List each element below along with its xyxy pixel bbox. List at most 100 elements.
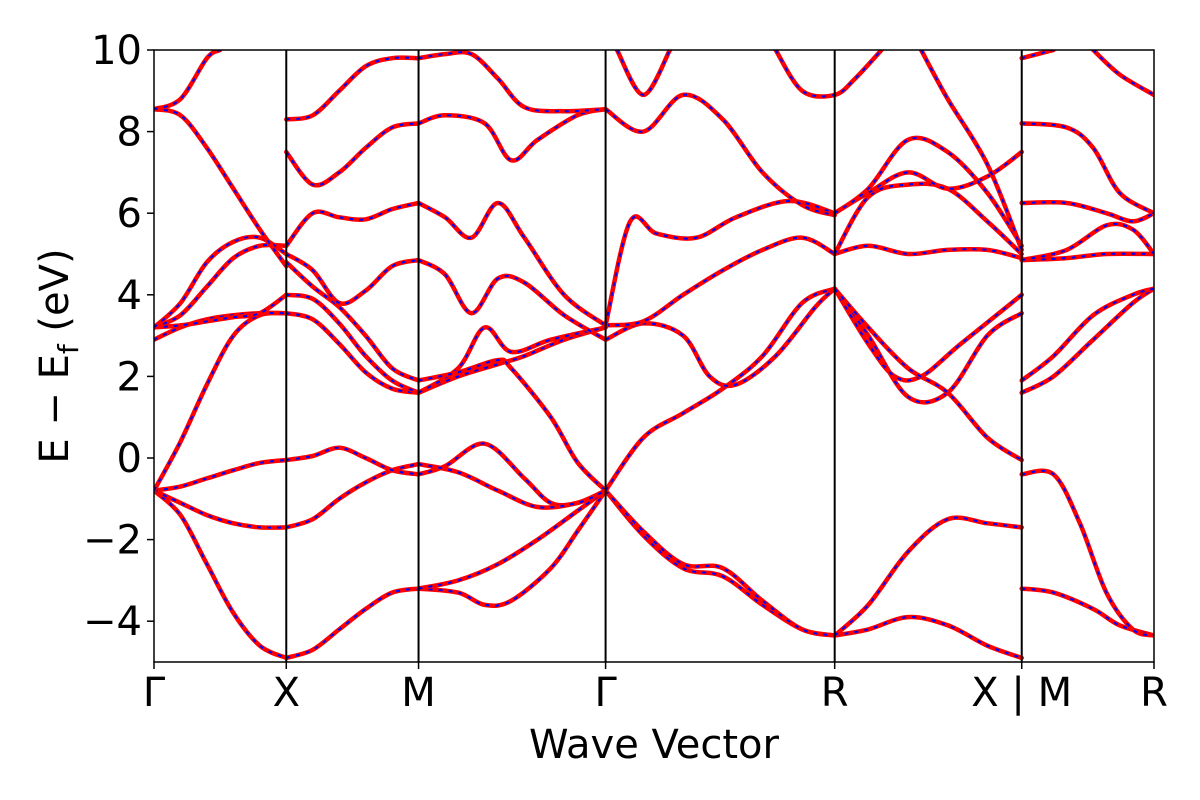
band-overlay-20 (418, 490, 607, 607)
band-overlay-28 (418, 201, 607, 327)
y-tick-label: −4 (83, 599, 142, 645)
y-axis-title-unit: (eV) (32, 248, 78, 344)
band-overlay-13 (286, 312, 419, 394)
band-overlay-42 (833, 288, 1023, 404)
band-overlay-2 (154, 459, 287, 492)
band-line-5 (154, 292, 289, 330)
band-overlay-30 (418, 51, 606, 113)
y-axis-ticks: −4 −2 0 2 4 6 8 10 (83, 28, 154, 645)
band-line-10 (284, 586, 421, 661)
band-line-21 (416, 488, 608, 591)
band-overlay-14 (286, 293, 420, 394)
band-line-58 (1019, 50, 1056, 61)
band-line-59 (1090, 50, 1154, 98)
band-line-6 (154, 242, 289, 330)
y-tick-label: 10 (91, 28, 142, 74)
y-tick-label: 8 (117, 110, 142, 156)
band-line-37 (603, 92, 837, 218)
band-overlay-9 (154, 50, 221, 111)
band-overlay-54 (1021, 252, 1154, 262)
y-axis-title: E − Ef (eV) (32, 248, 85, 463)
band-overlay-50 (1021, 587, 1154, 637)
band-overlay-56 (1021, 201, 1154, 223)
band-line-42 (832, 286, 1024, 405)
band-overlay-21 (418, 489, 607, 590)
x-tick-label: X (273, 670, 300, 716)
band-overlay-36 (604, 199, 835, 326)
band-overlay-27 (418, 259, 607, 341)
band-line-20 (416, 488, 608, 609)
band-line-45 (832, 243, 1024, 261)
band-overlay-43 (833, 288, 1023, 382)
band-overlay-44 (833, 288, 1023, 461)
band-line-17 (284, 200, 421, 249)
x-tick-label: R (1140, 670, 1168, 716)
band-line-18 (284, 121, 421, 188)
band-overlay-37 (605, 93, 835, 217)
band-line-8 (154, 106, 289, 269)
band-overlay-35 (605, 236, 836, 327)
band-overlay-49 (920, 50, 1023, 251)
band-line-0 (154, 488, 289, 661)
band-overlay-57 (1021, 122, 1154, 215)
band-line-38 (614, 50, 673, 98)
band-line-43 (832, 286, 1024, 383)
x-tick-label: X | M (971, 670, 1072, 716)
band-overlay-32 (604, 489, 835, 637)
band-line-12 (284, 445, 421, 477)
band-overlay-40 (834, 616, 1023, 659)
band-overlay-26 (418, 358, 607, 492)
band-overlay-51 (1021, 469, 1154, 637)
band-line-32 (603, 488, 837, 638)
y-axis-title-main: E − E (32, 354, 78, 464)
band-line-24 (416, 325, 608, 395)
y-tick-label: −2 (83, 518, 142, 564)
band-overlay-38 (616, 50, 671, 96)
band-overlay-8 (154, 108, 288, 267)
band-overlay-23 (418, 463, 607, 509)
band-overlay-48 (834, 136, 1023, 247)
y-tick-label: 0 (117, 436, 142, 482)
band-overlay-18 (285, 122, 419, 187)
band-overlay-10 (286, 587, 419, 659)
band-line-51 (1019, 468, 1154, 638)
band-line-23 (416, 461, 608, 510)
y-axis-title-subscript: f (52, 343, 85, 354)
band-overlay-52 (1021, 287, 1154, 394)
x-tick-label: R (821, 670, 849, 716)
band-line-39 (773, 50, 884, 99)
band-line-31 (603, 488, 837, 638)
plot-frame (153, 49, 1155, 663)
x-tick-label: Γ (594, 670, 617, 716)
band-overlay-34 (605, 287, 836, 387)
band-overlay-7 (154, 235, 287, 329)
bands-layer (154, 50, 1154, 661)
band-line-46 (832, 181, 1024, 257)
band-overlay-31 (604, 489, 835, 637)
y-tick-label: 4 (117, 273, 142, 319)
plot-border (153, 49, 1155, 663)
band-overlay-19 (286, 56, 419, 121)
band-line-14 (284, 292, 421, 395)
band-line-2 (154, 457, 289, 493)
band-overlay-1 (154, 489, 287, 529)
band-overlay-41 (834, 516, 1022, 637)
band-overlay-17 (285, 202, 419, 247)
y-tick-label: 6 (117, 191, 142, 237)
band-line-29 (416, 106, 608, 163)
band-overlay-0 (154, 489, 287, 659)
band-line-35 (603, 235, 837, 328)
x-tick-label: M (401, 670, 436, 716)
band-line-9 (154, 50, 223, 112)
band-overlay-45 (834, 244, 1022, 260)
band-line-40 (832, 614, 1024, 661)
band-line-19 (284, 55, 421, 122)
band-line-33 (603, 286, 837, 493)
band-line-15 (284, 259, 421, 383)
band-line-57 (1019, 121, 1154, 216)
band-overlay-15 (285, 261, 420, 382)
band-overlay-39 (774, 50, 883, 98)
x-axis-title: Wave Vector (529, 722, 780, 768)
